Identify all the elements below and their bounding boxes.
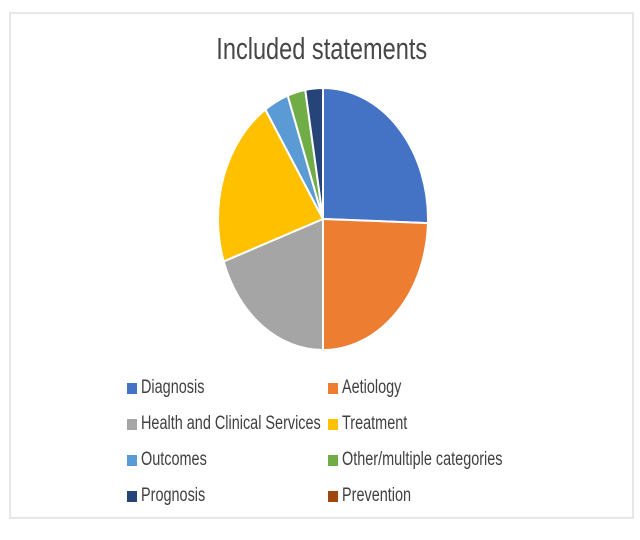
legend-item-diagnosis: Diagnosis [127, 377, 328, 399]
legend-swatch-health-and-clinical-services [127, 418, 137, 430]
legend-item-prevention: Prevention [328, 485, 553, 507]
legend-item-health-and-clinical-services: Health and Clinical Services [127, 413, 328, 435]
pie-slice-treatment [217, 108, 324, 263]
legend-item-other-multiple-categories: Other/multiple categories [328, 449, 553, 471]
legend-label-prognosis: Prognosis [141, 485, 206, 506]
legend-swatch-treatment [328, 418, 338, 430]
legend-label-outcomes: Outcomes [141, 449, 207, 470]
legend: Diagnosis Aetiology Health and Clinical Se… [127, 377, 553, 507]
pie-slice-prognosis [304, 87, 324, 220]
legend-label-treatment: Treatment [342, 413, 408, 434]
chart-title-area: Included statements [11, 32, 632, 66]
legend-label-diagnosis: Diagnosis [141, 377, 205, 398]
chart-container: Included statements Diagnosis Aetiology He… [9, 12, 634, 519]
pie-slice-aetiology [322, 218, 429, 351]
chart-title: Included statements [216, 31, 427, 66]
legend-swatch-diagnosis [127, 382, 137, 394]
pie-chart [217, 87, 429, 351]
legend-swatch-other-multiple-categories [328, 454, 338, 466]
legend-item-prognosis: Prognosis [127, 485, 328, 507]
legend-label-health-and-clinical-services: Health and Clinical Services [141, 413, 321, 434]
legend-swatch-prognosis [127, 490, 137, 502]
legend-swatch-aetiology [328, 382, 338, 394]
pie-slice-diagnosis [322, 87, 429, 225]
legend-item-outcomes: Outcomes [127, 449, 328, 471]
legend-swatch-outcomes [127, 454, 137, 466]
legend-label-prevention: Prevention [342, 485, 412, 506]
legend-label-other-multiple-categories: Other/multiple categories [342, 449, 503, 470]
legend-swatch-prevention [328, 490, 338, 502]
legend-item-treatment: Treatment [328, 413, 553, 435]
legend-label-aetiology: Aetiology [342, 377, 402, 398]
legend-item-aetiology: Aetiology [328, 377, 553, 399]
